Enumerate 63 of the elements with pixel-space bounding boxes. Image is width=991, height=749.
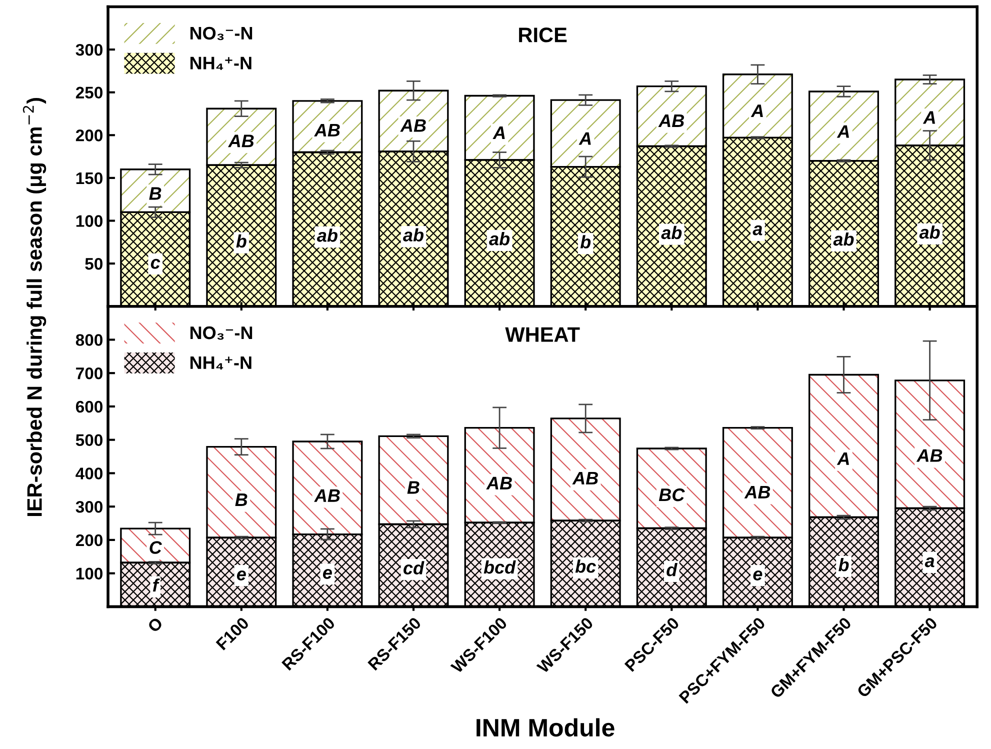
legend-label: NO₃⁻-N (190, 326, 252, 340)
data-label: AB (228, 134, 254, 148)
data-label: b (236, 234, 246, 248)
data-label: ab (489, 232, 510, 246)
data-label: c (150, 258, 160, 269)
data-label: b (580, 235, 591, 248)
y-axis-title: IER-sorbed N during full season (μg cm$^{−2}$) (22, 98, 46, 516)
x-axis-title: INM Module (476, 718, 614, 737)
data-label: ab (833, 232, 854, 246)
legend-label: NH₄⁺-N (190, 56, 252, 70)
data-label: ab (317, 228, 338, 242)
y-tick-label: 150 (76, 172, 102, 184)
text: RICE (519, 28, 567, 42)
data-label: e (322, 569, 332, 579)
data-label: bcd (484, 560, 516, 574)
y-tick-label: 200 (76, 130, 102, 142)
y-tick-label: 700 (76, 367, 102, 380)
y-tick-label: 600 (76, 400, 102, 413)
data-label: A (922, 111, 936, 124)
data-label: a (752, 225, 762, 236)
data-label: A (750, 104, 763, 118)
data-label: AB (400, 119, 426, 132)
data-label: cd (404, 561, 424, 574)
data-label: AB (314, 124, 340, 136)
data-label: B (407, 481, 420, 494)
data-label: ab (661, 226, 682, 240)
data-label: A (492, 126, 505, 139)
data-label: AB (744, 486, 770, 498)
data-label: AB (572, 472, 598, 484)
x-tick-label: O (146, 616, 164, 634)
data-label: A (578, 132, 591, 145)
y-tick-label: 200 (76, 534, 102, 546)
data-label: f (152, 578, 160, 592)
text: WHEAT (505, 327, 580, 342)
data-label: bc (575, 560, 596, 573)
data-label: AB (916, 449, 942, 462)
legend-label: NO₃⁻-N (190, 26, 252, 40)
data-label: e (753, 570, 762, 580)
y-tick-label: 300 (76, 44, 102, 56)
data-label: ab (403, 228, 424, 242)
data-label: C (150, 541, 162, 554)
legend-label: NH₄⁺-N (190, 356, 252, 370)
y-tick-label: 50 (85, 258, 102, 270)
y-tick-label: 400 (76, 468, 102, 480)
y-tick-label: 500 (76, 434, 102, 446)
data-label: d (666, 562, 678, 576)
data-label: B (149, 187, 162, 200)
data-label: A (836, 452, 849, 465)
y-tick-label: 100 (76, 568, 102, 580)
y-tick-label: 300 (76, 500, 102, 513)
data-label: A (836, 125, 849, 138)
data-label: B (235, 494, 248, 506)
y-tick-label: 100 (76, 215, 102, 227)
data-label: AB (486, 476, 512, 490)
data-label: a (924, 557, 934, 568)
data-label: AB (658, 114, 684, 127)
y-tick-label: 250 (76, 86, 102, 99)
data-label: AB (314, 489, 340, 502)
data-label: e (236, 570, 246, 580)
data-label: BC (658, 488, 685, 502)
data-label: ab (919, 226, 940, 239)
data-label: b (838, 558, 849, 572)
y-tick-label: 800 (76, 334, 102, 346)
